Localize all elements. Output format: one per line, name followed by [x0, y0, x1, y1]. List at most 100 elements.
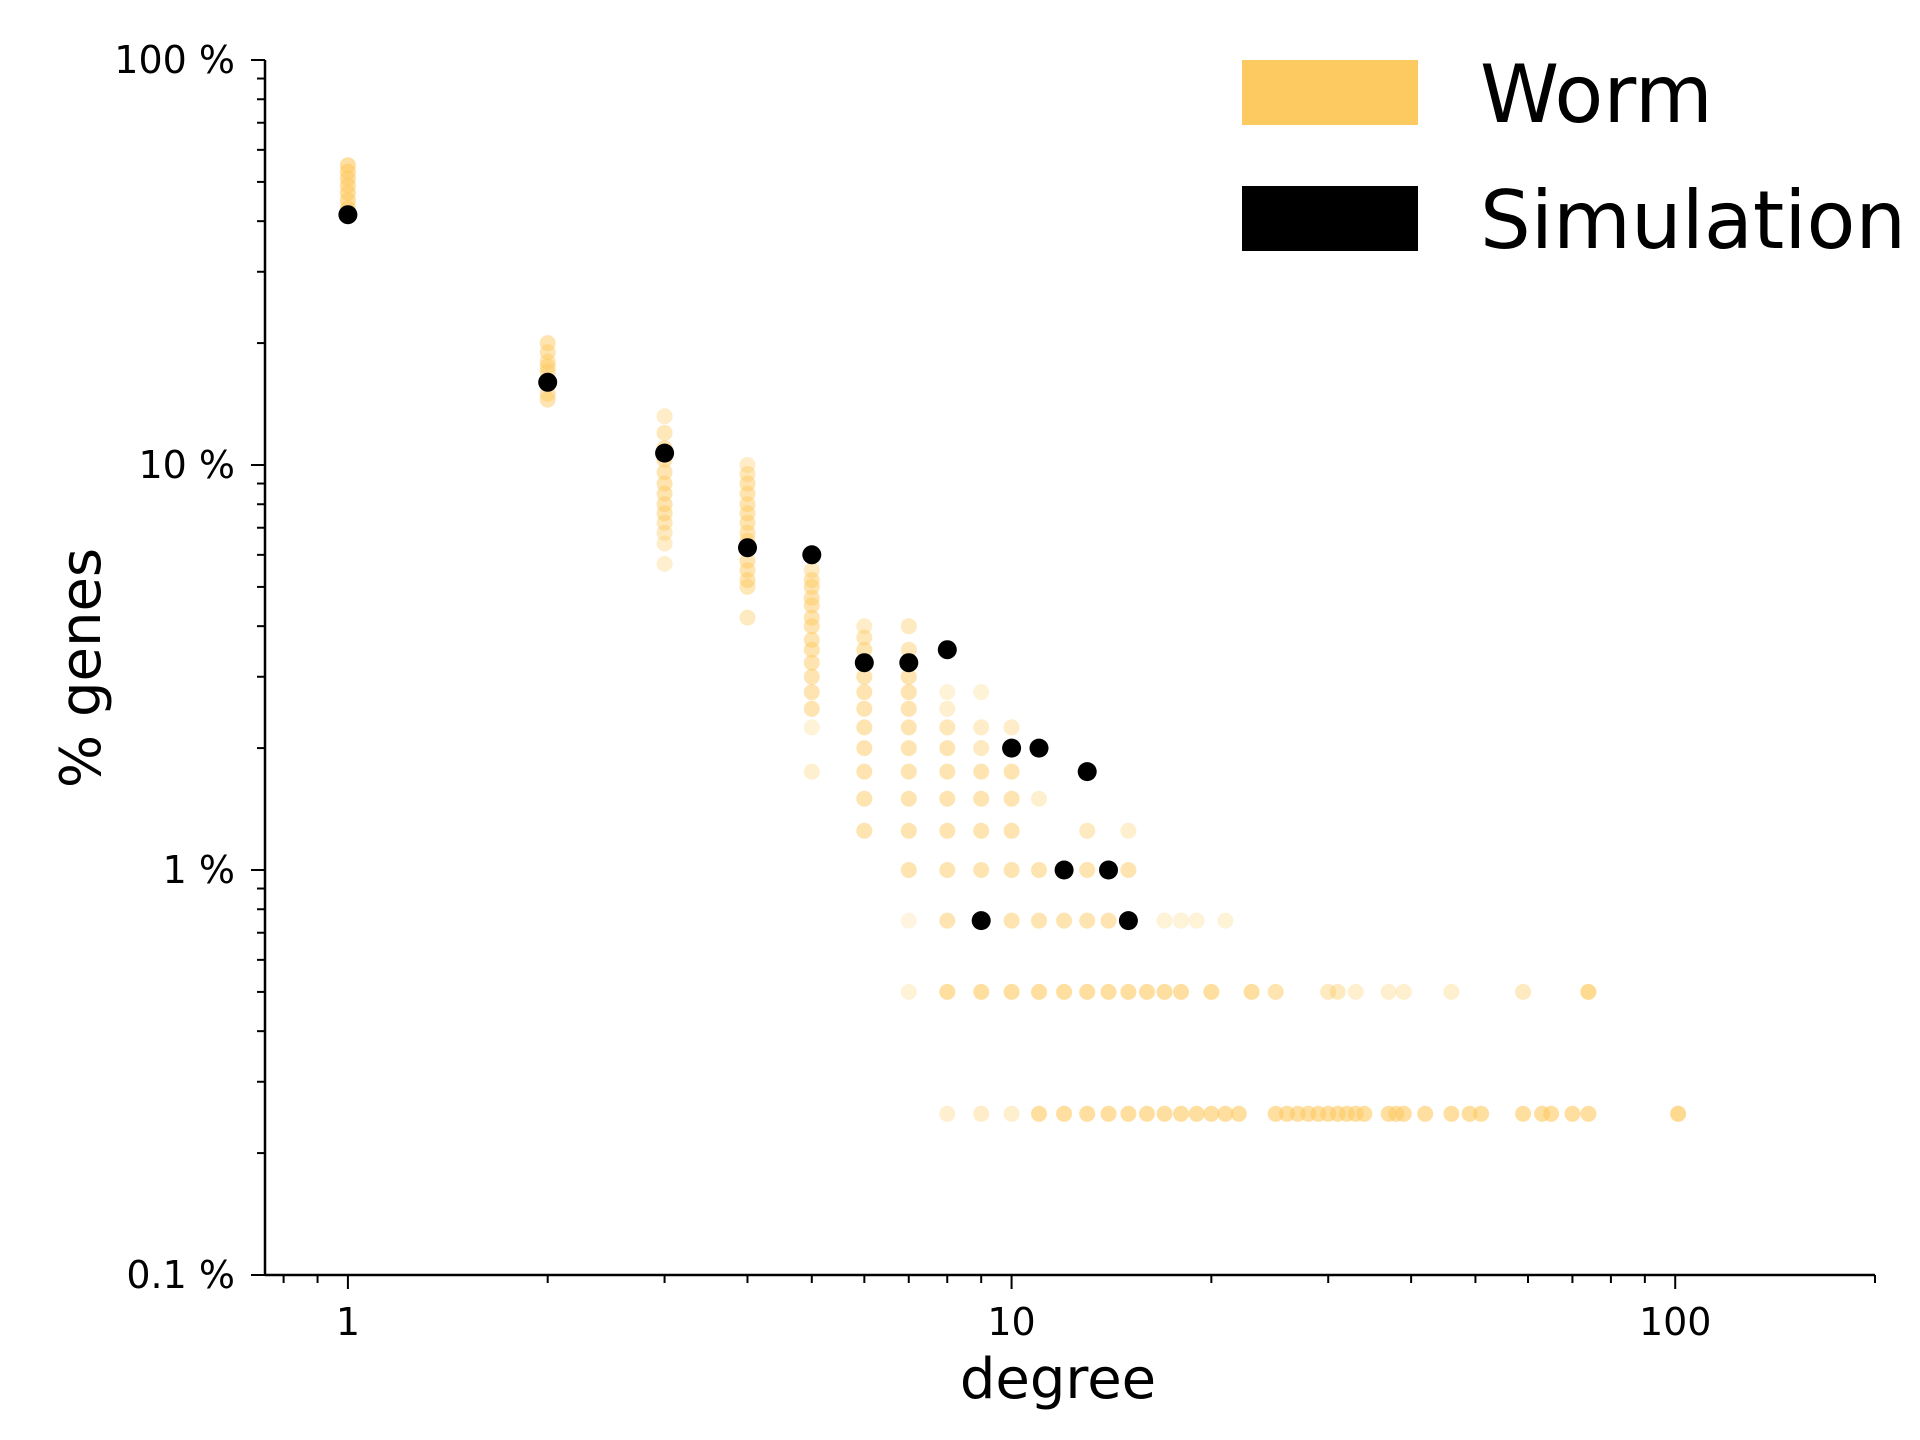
- worm-point: [1670, 1105, 1687, 1122]
- worm-point: [856, 790, 873, 807]
- worm-point: [973, 862, 990, 878]
- worm-point: [1217, 912, 1234, 929]
- y-tick-label: 1 %: [163, 848, 235, 892]
- worm-point: [656, 535, 673, 552]
- simulation-point: [655, 443, 675, 463]
- simulation-point: [738, 538, 757, 558]
- worm-point: [1173, 1105, 1189, 1122]
- worm-point: [1100, 983, 1117, 1000]
- worm-point: [973, 1105, 990, 1122]
- worm-point: [900, 862, 917, 878]
- worm-point: [1100, 912, 1117, 929]
- worm-point: [1003, 862, 1020, 878]
- simulation-point: [802, 545, 822, 565]
- worm-point: [900, 790, 917, 807]
- ticks: 1 10 100 0.1 % 1 % 10 % 100 %: [114, 38, 1876, 1344]
- worm-point: [856, 618, 873, 635]
- worm-point: [1217, 1105, 1234, 1122]
- worm-point: [856, 719, 873, 736]
- worm-point: [973, 822, 990, 839]
- worm-point: [1031, 983, 1047, 1000]
- worm-point: [803, 763, 820, 780]
- worm-point: [1347, 983, 1364, 1000]
- worm-point: [856, 763, 873, 780]
- series-simulation: [338, 205, 1138, 931]
- worm-point: [1056, 912, 1073, 929]
- worm-point: [1580, 983, 1597, 1000]
- worm-point: [900, 700, 917, 717]
- worm-point: [1120, 1105, 1137, 1122]
- worm-point: [803, 668, 820, 685]
- worm-point: [856, 668, 873, 685]
- worm-point: [1156, 912, 1173, 929]
- worm-point: [1031, 1105, 1047, 1122]
- worm-point: [656, 464, 673, 481]
- worm-point: [1173, 912, 1189, 929]
- worm-point: [1003, 763, 1020, 780]
- series-worm: [339, 157, 1687, 1122]
- worm-point: [856, 641, 873, 658]
- worm-point: [973, 740, 990, 757]
- y-tick-label: 10 %: [138, 443, 235, 487]
- worm-point: [1395, 983, 1412, 1000]
- worm-point: [1443, 983, 1460, 1000]
- worm-point: [1543, 1105, 1560, 1122]
- worm-point: [1156, 983, 1173, 1000]
- simulation-point: [1029, 738, 1049, 758]
- worm-point: [1139, 983, 1155, 1000]
- worm-point: [900, 740, 917, 757]
- worm-point: [656, 555, 673, 572]
- worm-point: [900, 618, 917, 635]
- worm-point: [1395, 1105, 1412, 1122]
- worm-point: [973, 983, 990, 1000]
- worm-point: [973, 790, 990, 807]
- worm-point: [1173, 983, 1189, 1000]
- worm-point: [1188, 912, 1205, 929]
- worm-point: [1203, 1105, 1220, 1122]
- worm-point: [1267, 1105, 1284, 1122]
- worm-point: [1230, 1105, 1247, 1122]
- worm-point: [1580, 1105, 1597, 1122]
- simulation-point: [1118, 911, 1138, 931]
- worm-point: [856, 629, 873, 646]
- simulation-point: [971, 911, 991, 931]
- worm-point: [1079, 912, 1096, 929]
- axes: [263, 60, 1875, 1277]
- worm-point: [1156, 1105, 1173, 1122]
- worm-point: [856, 700, 873, 717]
- y-tick-label: 100 %: [114, 38, 235, 82]
- worm-point: [900, 763, 917, 780]
- legend-swatch-worm: [1242, 60, 1418, 125]
- simulation-point: [899, 653, 919, 673]
- worm-point: [1079, 822, 1096, 839]
- worm-point: [973, 763, 990, 780]
- worm-point: [939, 719, 956, 736]
- x-tick-label: 1: [336, 1300, 360, 1344]
- worm-point: [1120, 983, 1137, 1000]
- worm-point: [900, 641, 917, 658]
- worm-point: [900, 822, 917, 839]
- worm-point: [803, 641, 820, 658]
- worm-point: [939, 1105, 956, 1122]
- x-axis-label: degree: [960, 1347, 1156, 1412]
- worm-point: [1443, 1105, 1460, 1122]
- worm-point: [856, 684, 873, 701]
- worm-point: [1473, 1105, 1490, 1122]
- worm-point: [939, 740, 956, 757]
- worm-point: [1139, 1105, 1155, 1122]
- worm-point: [1243, 983, 1260, 1000]
- y-axis-label: % genes: [49, 548, 114, 788]
- worm-point: [1515, 1105, 1532, 1122]
- worm-point: [1203, 983, 1220, 1000]
- worm-point: [900, 983, 917, 1000]
- simulation-point: [1002, 738, 1022, 758]
- legend-swatch-simulation: [1242, 186, 1418, 251]
- worm-point: [900, 912, 917, 929]
- worm-point: [939, 763, 956, 780]
- worm-point: [803, 719, 820, 736]
- worm-point: [1120, 822, 1137, 839]
- worm-point: [1320, 983, 1337, 1000]
- worm-point: [1100, 1105, 1117, 1122]
- worm-point: [656, 505, 673, 522]
